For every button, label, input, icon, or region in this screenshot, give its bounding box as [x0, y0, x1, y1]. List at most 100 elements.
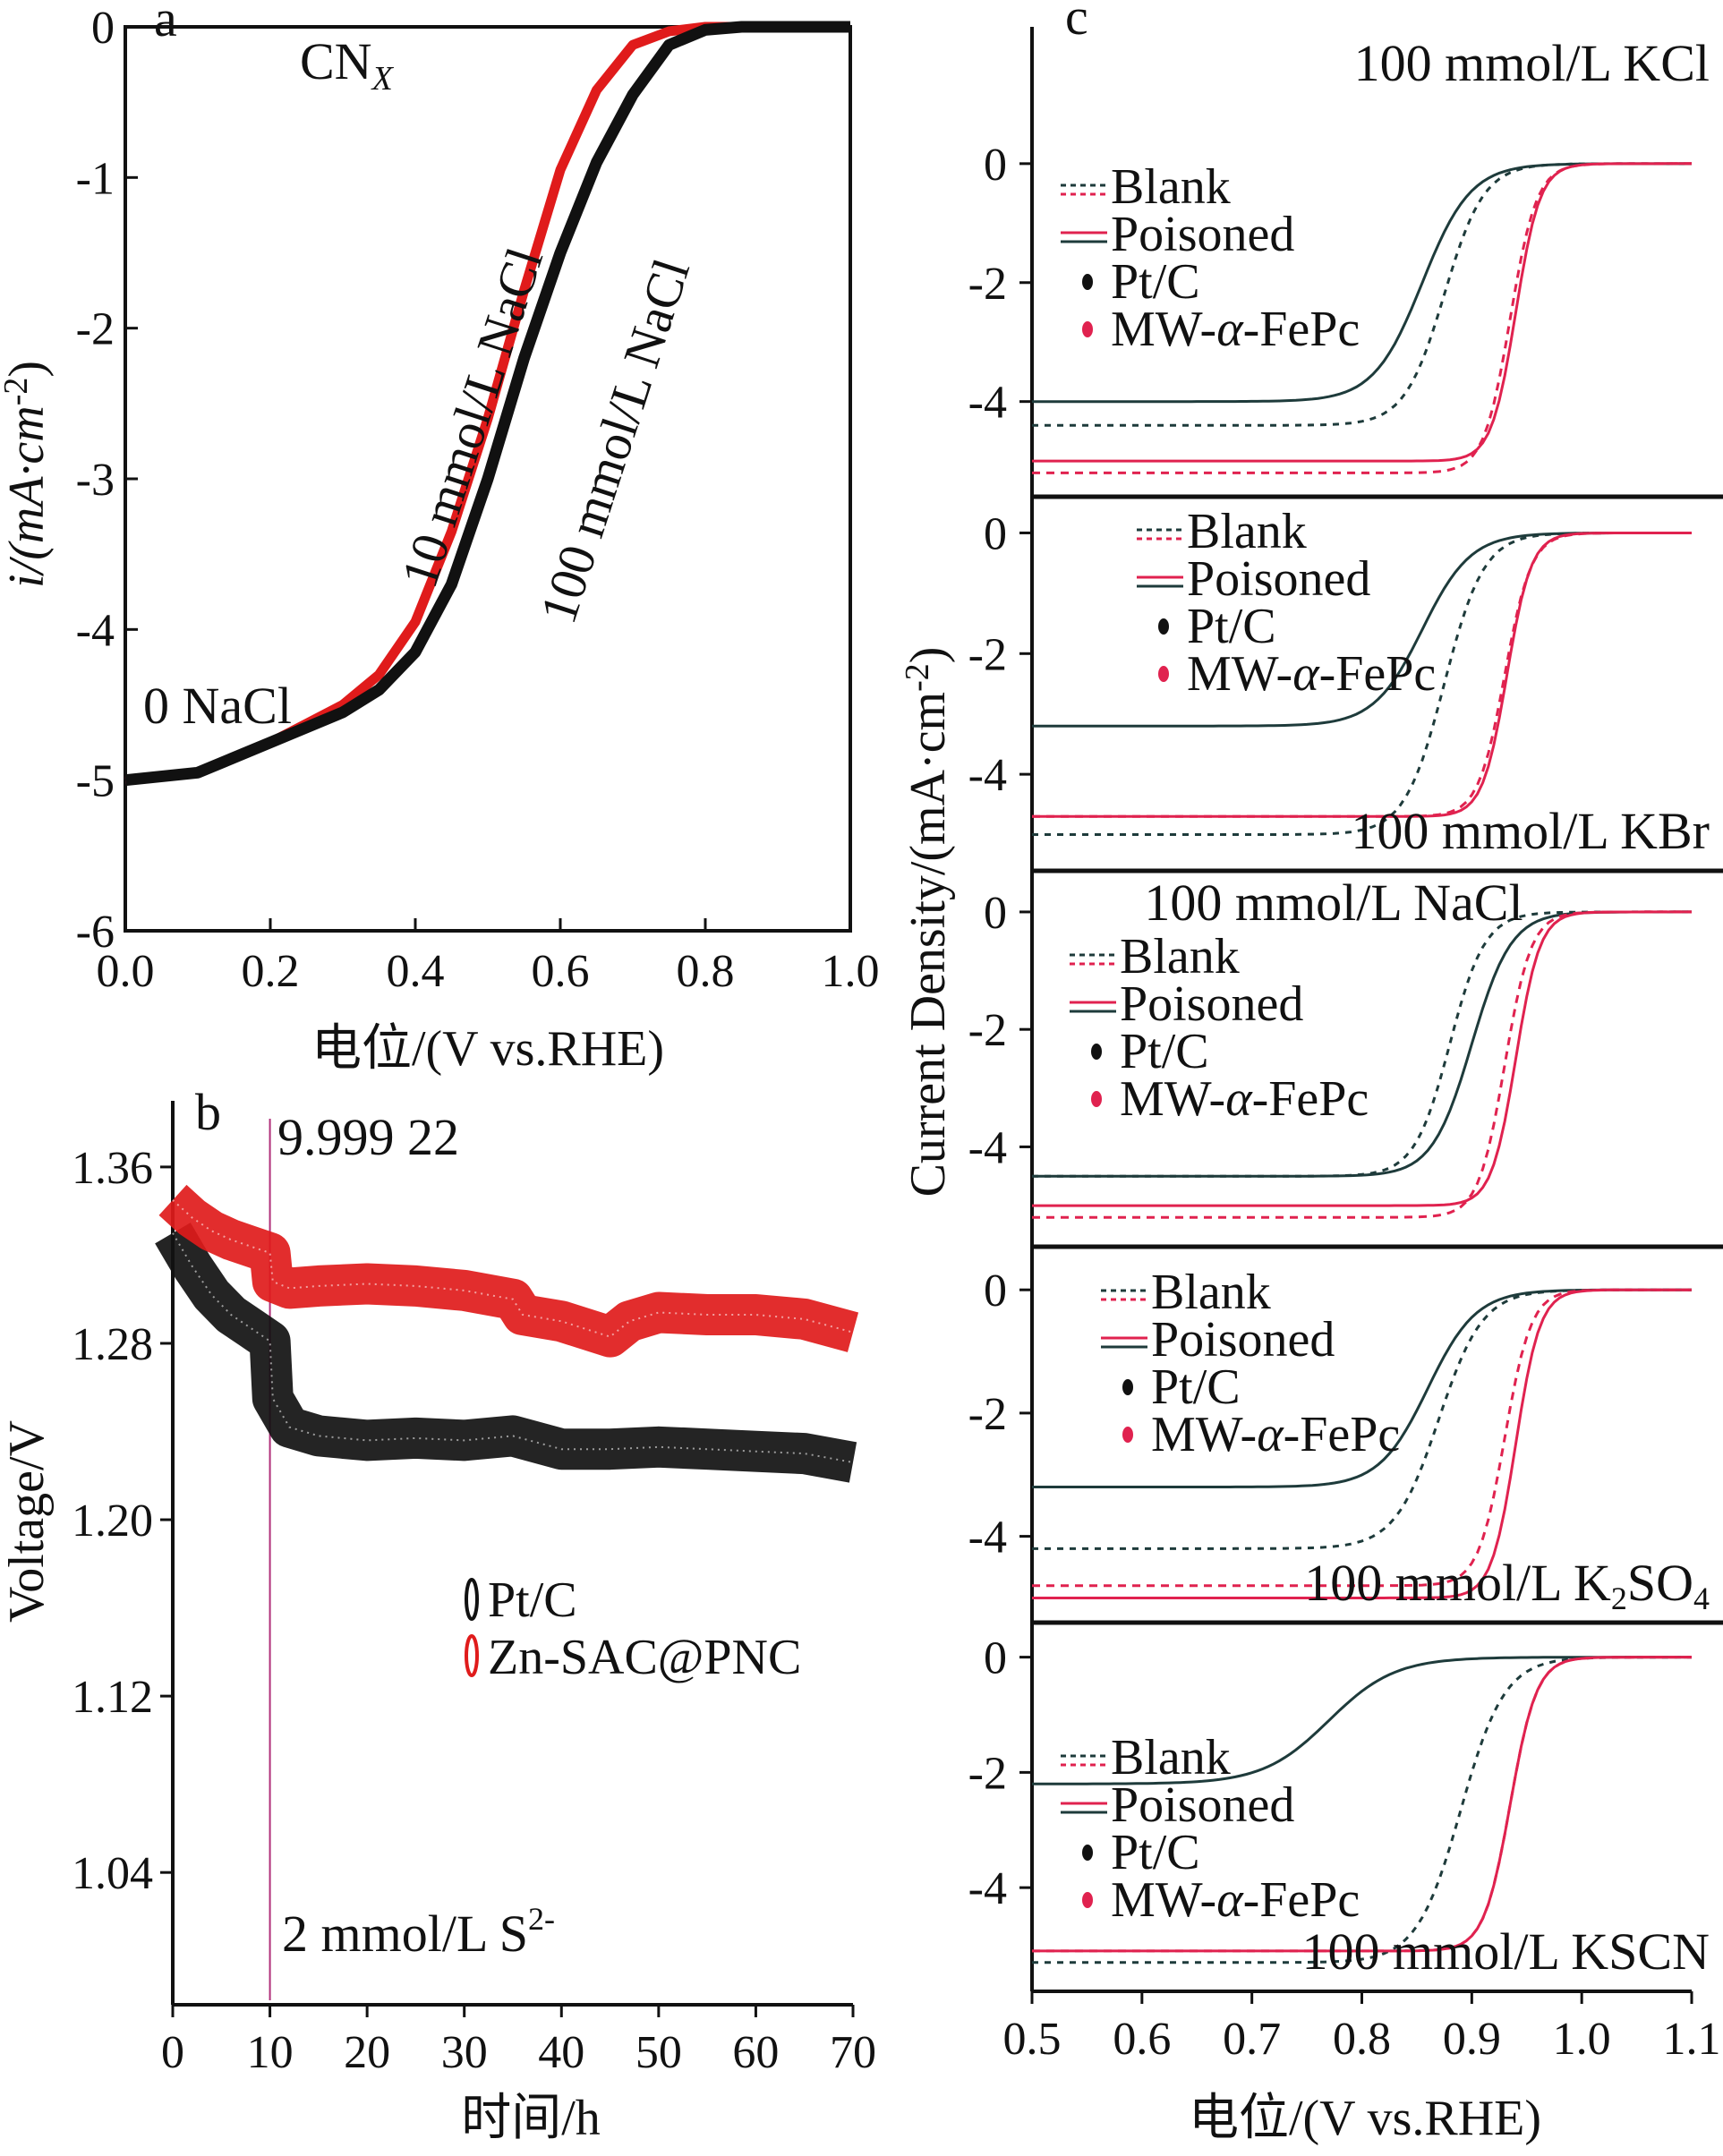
panel-a-ylabel-end: )	[0, 361, 55, 378]
b-ytick-label-4: 1.36	[72, 1143, 153, 1194]
c-xtick-label-2: 0.7	[1223, 2014, 1281, 2065]
subplot-3-label-main: 100 mmol/L K	[1304, 1554, 1611, 1612]
a-ytick-label-2: -2	[76, 304, 115, 355]
a-ytick-label-4: -4	[76, 605, 115, 656]
subplot-4-curve-pt-blank	[1032, 1656, 1692, 1964]
a-ytick-label-1: -1	[76, 153, 115, 204]
subplot-1-legend-ptc-label: Pt/C	[1187, 599, 1276, 654]
b-xtick-label-4: 40	[538, 2027, 584, 2078]
panel-b: 0 10 20 30 40 50 60 70 1.04 1.12 1.20 1.28 1.36 b 9.…	[0, 1083, 876, 2146]
a-xtick-label-4: 0.8	[677, 946, 735, 997]
legend-label-zn-sac: Zn-SAC@PNC	[488, 1630, 801, 1685]
subplot-1-label-main: 100 mmol/L KBr	[1351, 802, 1710, 860]
b-ytick-label-0: 1.04	[72, 1848, 153, 1899]
subplot-2-legend-poisoned-label: Poisoned	[1120, 976, 1303, 1032]
subplot-1-legend-fepc-part-1: α	[1292, 646, 1320, 702]
panel-a-series	[124, 21, 850, 787]
annotation-sulfide-main: 2 mmol/L S	[282, 1905, 528, 1963]
panel-b-series	[155, 1184, 859, 1483]
panel-a-title: CNX	[300, 32, 395, 98]
subplot-4-legend-fepc-part-0: MW-	[1111, 1872, 1216, 1928]
subplot-1-label: 100 mmol/L KBr	[1351, 802, 1710, 860]
c-xtick-label-1: 0.6	[1113, 2014, 1171, 2065]
a-ytick-label-3: -3	[76, 455, 115, 506]
c-xtick-label-4: 0.9	[1443, 2014, 1501, 2065]
subplot-2-label-main: 100 mmol/L NaCl	[1144, 873, 1523, 932]
subplot-2-legend-fepc-part-2: -FePc	[1252, 1071, 1369, 1127]
subplot-3-legend-ptc-label: Pt/C	[1151, 1359, 1241, 1415]
legend-marker-pt-c	[465, 1578, 479, 1621]
panel-b-xlabel: 时间/h	[461, 2091, 601, 2146]
b-ytick-label-1: 1.12	[72, 1672, 153, 1723]
subplot-2-ytick-label-1: -2	[968, 1005, 1007, 1056]
subplot-2-legend-blank-label: Blank	[1120, 929, 1240, 984]
subplot-1-legend-blank-label: Blank	[1187, 504, 1307, 559]
panel-c-xticks: 0.5 0.6 0.7 0.8 0.9 1.0 1.1	[1003, 1991, 1721, 2065]
subplot-2-label: 100 mmol/L NaCl	[1144, 873, 1523, 932]
a-ytick-label-0: 0	[91, 3, 115, 54]
subplot-1-curve-pt-blank	[1032, 532, 1692, 836]
b-xtick-label-1: 10	[247, 2027, 294, 2078]
subplot-0-legend-ptc-marker	[1082, 274, 1093, 290]
subplot-0-legend-poisoned-label: Poisoned	[1111, 207, 1294, 262]
subplot-0-legend-ptc-label: Pt/C	[1111, 254, 1200, 310]
b-xtick-label-5: 50	[635, 2027, 682, 2078]
panel-a-xlabel: 电位/(V vs.RHE)	[311, 1021, 664, 1077]
subplot-1-ytick-label-2: -4	[968, 750, 1007, 801]
subplot-4-label-main: 100 mmol/L KSCN	[1302, 1922, 1710, 1981]
subplot-2-ytick-label-0: 0	[984, 888, 1007, 939]
a-xtick-label-1: 0.2	[242, 946, 300, 997]
panel-c-ylabel-sup: -2	[899, 663, 936, 692]
subplot-0-curve-fe-blank	[1032, 162, 1692, 474]
subplot-0-legend-fepc-label: MW-α-FePc	[1111, 302, 1360, 357]
subplot-3-legend-poisoned-label: Poisoned	[1151, 1312, 1335, 1368]
b-xtick-label-3: 30	[441, 2027, 488, 2078]
subplot-2-legend-fepc-label: MW-α-FePc	[1120, 1071, 1369, 1127]
subplot-3-legend-fepc-part-1: α	[1257, 1407, 1284, 1462]
subplot-4-legend-fepc-label: MW-α-FePc	[1111, 1872, 1360, 1928]
subplot-0-legend-blank-label: Blank	[1111, 159, 1231, 215]
subplot-4-ytick-label-1: -2	[968, 1748, 1007, 1799]
subplot-3-legend-fepc-part-0: MW-	[1151, 1407, 1257, 1462]
panel-c-ylabel-end: )	[900, 647, 956, 664]
annotation-sulfide: 2 mmol/L S2-	[282, 1901, 555, 1963]
subplot-3-legend-fepc-label: MW-α-FePc	[1151, 1407, 1400, 1462]
panel-b-label: b	[195, 1083, 221, 1141]
annotation-sulfide-sup: 2-	[528, 1901, 555, 1937]
a-xtick-label-3: 0.6	[532, 946, 590, 997]
subplot-0-legend-fepc-part-1: α	[1216, 302, 1244, 357]
b-xtick-label-7: 70	[830, 2027, 876, 2078]
subplot-0-label-main: 100 mmol/L KCl	[1354, 34, 1710, 92]
subplot-1-legend-fepc-label: MW-α-FePc	[1187, 646, 1436, 702]
panel-b-ticks: 0 10 20 30 40 50 60 70 1.04 1.12 1.20 1.28 1.36	[72, 1143, 876, 2078]
subplot-1-legend-fepc-part-2: -FePc	[1319, 646, 1437, 702]
subplot-4-legend-ptc-label: Pt/C	[1111, 1825, 1200, 1880]
legend-marker-zn-sac	[465, 1634, 479, 1677]
panel-a-ylabel-main: i/(mA·cm	[0, 405, 55, 588]
panel-a-ylabel: i/(mA·cm-2)	[0, 361, 55, 588]
subplot-3-ytick-label-0: 0	[984, 1265, 1007, 1317]
subplot-2-ytick-label-2: -4	[968, 1122, 1007, 1173]
subplot-4-legend-blank-label: Blank	[1111, 1730, 1231, 1785]
subplot-1-legend-poisoned-label: Poisoned	[1187, 551, 1370, 607]
panel-a-ticks: 0.0 0.2 0.4 0.6 0.8 1.0 0 -1 -2 -3 -4 -5 -6	[76, 3, 880, 997]
panel-b-ylabel: Voltage/V	[0, 1420, 55, 1623]
subplot-1-curve-fe-poisoned	[1032, 532, 1692, 818]
a-xtick-label-0: 0.0	[97, 946, 155, 997]
a-ytick-label-5: -5	[76, 756, 115, 807]
subplot-3-label-sub: 2	[1611, 1581, 1627, 1616]
b-xtick-label-2: 20	[344, 2027, 390, 2078]
a-xtick-label-5: 1.0	[822, 946, 880, 997]
panel-c-ylabel: Current Density/(mA·cm-2)	[899, 647, 956, 1197]
b-ytick-label-2: 1.20	[72, 1496, 153, 1547]
subplot-2-legend-fepc-part-1: α	[1225, 1071, 1253, 1127]
subplot-3-legend-blank-label: Blank	[1151, 1265, 1271, 1320]
subplot-3-label: 100 mmol/L K2SO4	[1304, 1554, 1710, 1616]
panel-a-title-main: CN	[300, 32, 372, 90]
